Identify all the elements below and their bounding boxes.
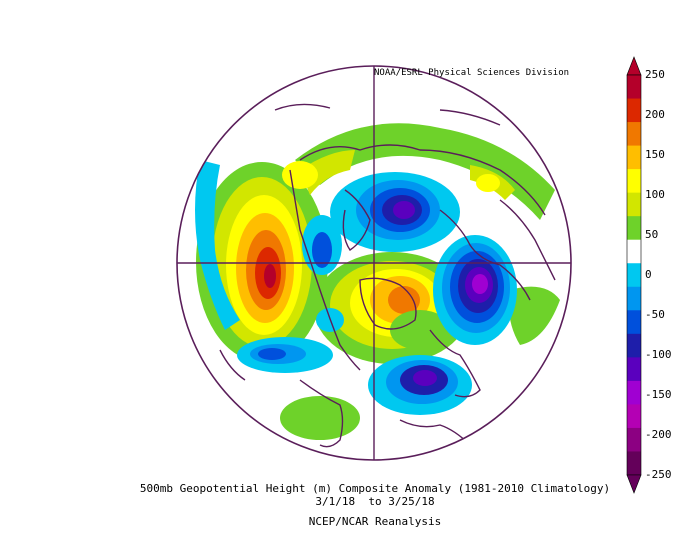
colorbar-swatch — [627, 98, 641, 123]
colorbar-label: 0 — [645, 268, 652, 281]
colorbar-swatch — [627, 263, 641, 288]
colorbar-swatch — [627, 310, 641, 335]
west-negative-arc — [195, 160, 240, 330]
colorbar-label: -100 — [645, 348, 672, 361]
colorbar-label: 200 — [645, 108, 665, 121]
colorbar-swatch — [627, 404, 641, 429]
date-range: 3/1/18 to 3/25/18 — [315, 495, 435, 508]
colorbar-swatch — [627, 75, 641, 100]
pacific-low — [237, 337, 333, 373]
colorbar-label: -200 — [645, 428, 672, 441]
tropics-positive-patch — [280, 396, 360, 440]
colorbar — [626, 56, 642, 494]
colorbar-label: -50 — [645, 308, 665, 321]
colorbar-bottom-arrow — [626, 474, 642, 494]
colorbar-swatch — [627, 192, 641, 217]
colorbar-swatch — [627, 145, 641, 170]
graticule — [177, 66, 571, 460]
canada-low-core — [312, 232, 332, 268]
colorbar-swatch — [627, 169, 641, 194]
colorbar-label: 50 — [645, 228, 659, 241]
coastlines — [219, 103, 556, 448]
atlantic-positive-patch — [390, 310, 450, 350]
colorbar-swatch — [627, 122, 641, 147]
colorbar-swatch — [627, 286, 641, 311]
colorbar-top-arrow — [626, 56, 642, 76]
colorbar-swatch — [627, 451, 641, 476]
colorbar-swatch — [627, 216, 641, 241]
map-title: 500mb Geopotential Height (m) Composite … — [139, 482, 611, 495]
colorbar-swatch — [627, 380, 641, 405]
colorbar-label: -250 — [645, 468, 672, 481]
eurasia-ridge-arc — [282, 123, 560, 345]
colorbar-swatch — [627, 357, 641, 382]
atlantic-low — [368, 355, 472, 415]
data-source: NCEP/NCAR Reanalysis — [308, 515, 442, 528]
colorbar-swatch — [627, 239, 641, 264]
colorbar-swatch — [627, 427, 641, 452]
colorbar-label: 250 — [645, 68, 665, 81]
polar-low — [330, 172, 460, 252]
colorbar-label: -150 — [645, 388, 672, 401]
colorbar-swatch — [627, 333, 641, 358]
colorbar-label: 100 — [645, 188, 665, 201]
credit-text: NOAA/ESRL Physical Sciences Division — [374, 68, 570, 78]
colorbar-label: 150 — [645, 148, 665, 161]
map-boundary — [176, 65, 572, 461]
